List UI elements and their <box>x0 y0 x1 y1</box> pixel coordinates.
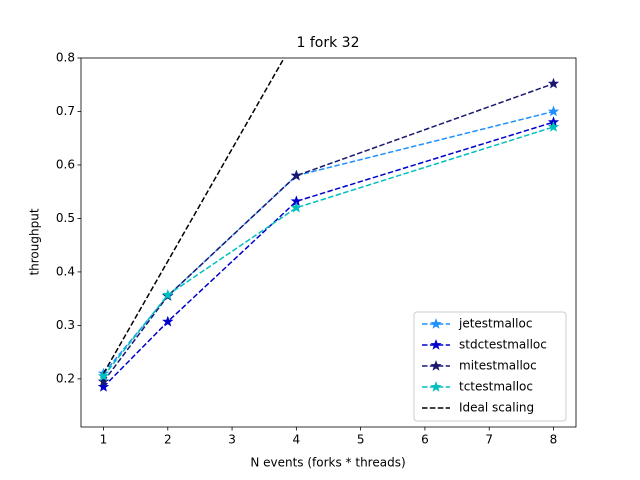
data-point <box>162 288 174 300</box>
y-tick-label: 0.3 <box>56 318 75 332</box>
data-point <box>290 169 302 181</box>
y-tick-label: 0.6 <box>56 157 75 171</box>
y-tick-label: 0.4 <box>56 264 75 278</box>
x-tick-label: 4 <box>293 433 301 447</box>
x-tick-label: 6 <box>421 433 429 447</box>
legend-marker <box>430 318 442 329</box>
legend-marker <box>430 360 442 371</box>
x-tick-label: 3 <box>228 433 236 447</box>
x-tick-label: 2 <box>164 433 172 447</box>
legend-label: mitestmalloc <box>459 359 537 373</box>
x-axis-label: N events (forks * threads) <box>250 456 405 470</box>
data-point <box>290 201 303 213</box>
x-tick-label: 7 <box>485 433 493 447</box>
x-tick-label: 1 <box>100 433 108 447</box>
legend-label: tctestmalloc <box>459 380 533 394</box>
x-tick-label: 5 <box>357 433 365 447</box>
plot-area <box>97 58 560 392</box>
series-line <box>102 58 285 374</box>
series-line <box>102 82 554 382</box>
axes-frame <box>80 57 577 428</box>
series-line <box>102 126 554 377</box>
data-point <box>547 121 560 132</box>
y-tick-label: 0.8 <box>56 51 75 65</box>
chart-title: 1 fork 32 <box>297 35 360 51</box>
y-tick-label: 0.2 <box>56 371 75 385</box>
legend-box <box>413 311 567 422</box>
data-point <box>547 77 560 89</box>
data-point <box>547 105 560 117</box>
data-point <box>162 315 174 327</box>
legend-label: Ideal scaling <box>459 401 534 415</box>
data-point <box>97 370 110 381</box>
legend-marker <box>430 381 442 392</box>
y-tick-label: 0.7 <box>56 104 75 118</box>
legend-label: jetestmalloc <box>458 317 532 331</box>
legend-label: stdctestmalloc <box>459 338 547 352</box>
y-axis-label: throughput <box>28 208 42 275</box>
x-tick-label: 8 <box>550 433 558 447</box>
y-tick-label: 0.5 <box>56 211 75 225</box>
legend-marker <box>430 339 442 350</box>
